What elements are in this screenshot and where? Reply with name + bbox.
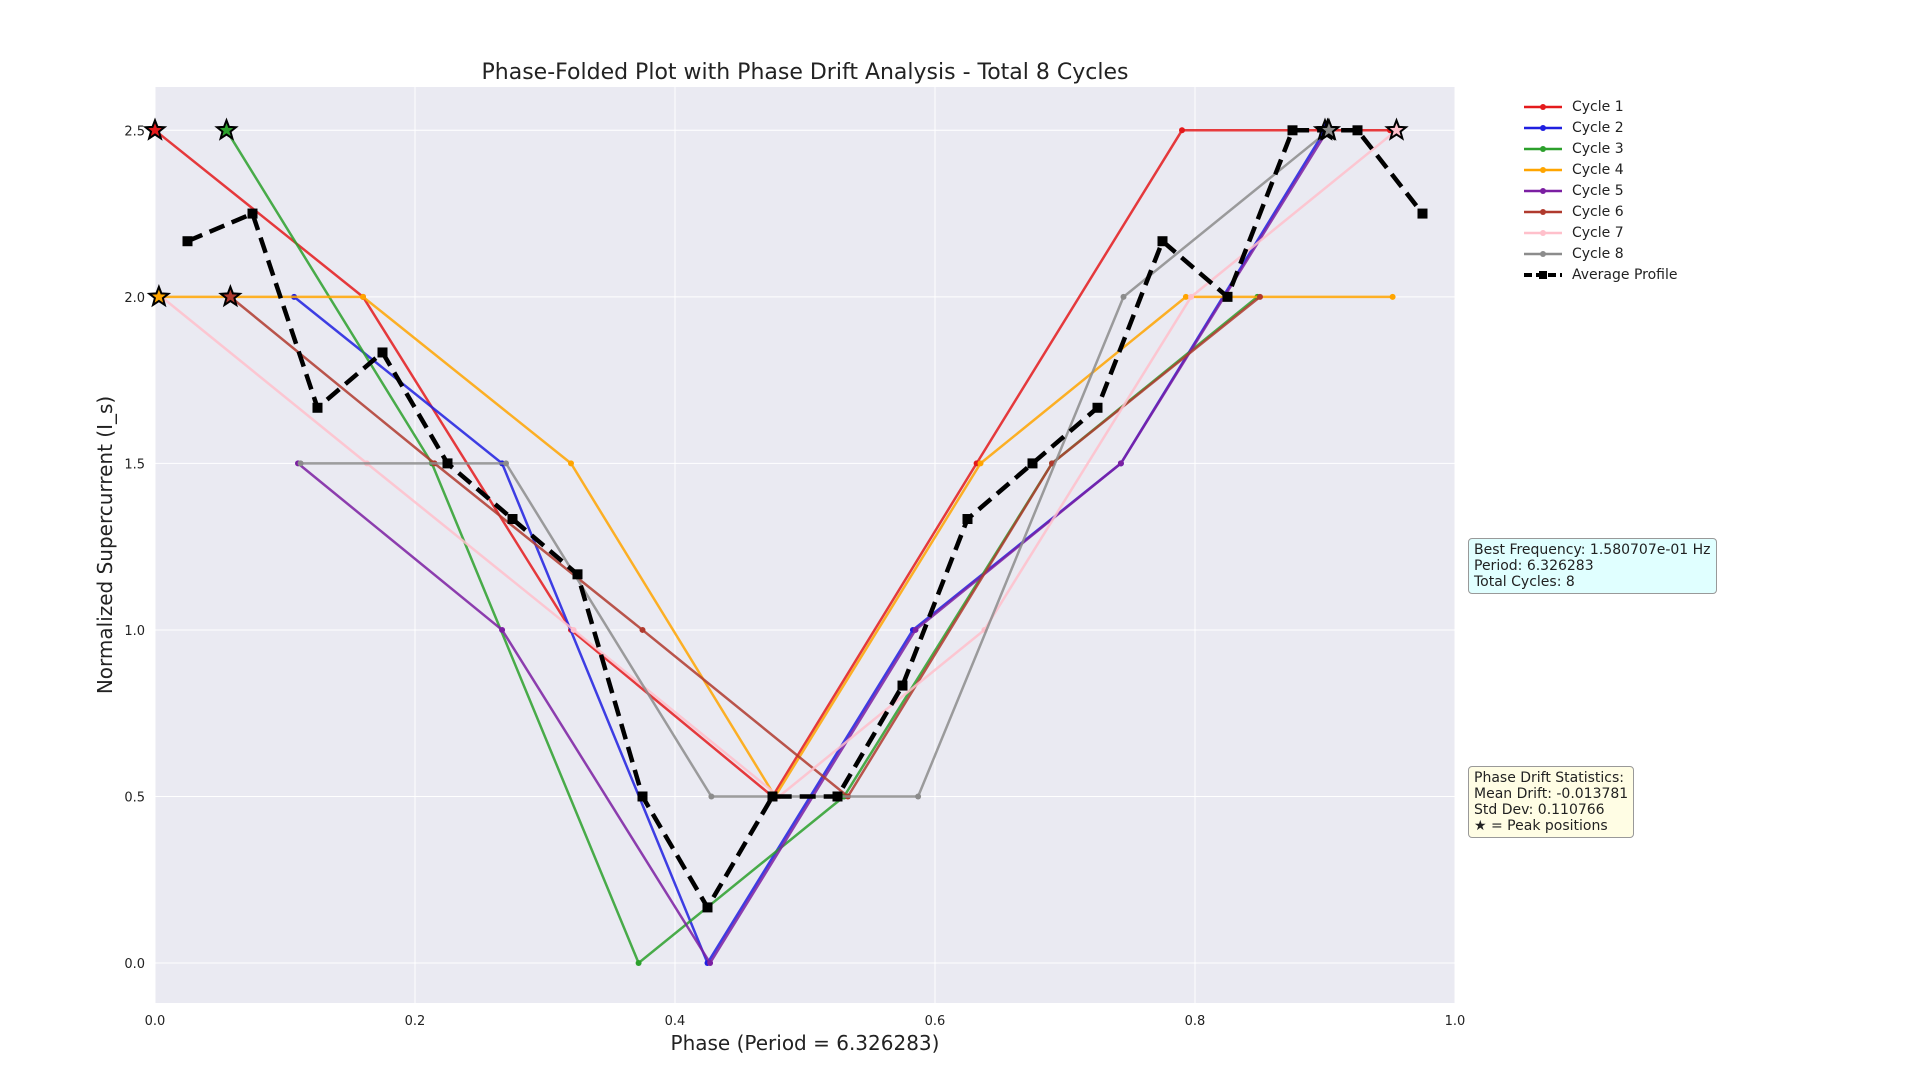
legend-swatch [1524, 166, 1562, 173]
average-point [962, 514, 973, 525]
data-point [635, 960, 642, 967]
legend-label: Cycle 1 [1572, 98, 1624, 115]
data-point [915, 793, 922, 800]
legend-swatch [1524, 229, 1562, 236]
data-point [1182, 293, 1189, 300]
x-tick-label: 0.2 [405, 1014, 426, 1029]
legend-item: Cycle 1 [1522, 96, 1677, 117]
average-point [572, 569, 583, 580]
average-profile-layer [182, 125, 1428, 913]
legend-item: Average Profile [1522, 264, 1677, 285]
average-point [1092, 402, 1103, 413]
peak-markers [142, 117, 1409, 308]
peak-star [142, 117, 168, 141]
data-point [1257, 293, 1263, 300]
legend-swatch [1524, 270, 1562, 279]
y-axis-label: Normalized Supercurrent (I_s) [93, 396, 117, 694]
legend-swatch [1524, 145, 1562, 152]
average-point [182, 236, 193, 247]
data-point [708, 793, 715, 800]
x-tick-label: 0.8 [1185, 1014, 1206, 1029]
legend-label: Cycle 5 [1572, 182, 1624, 199]
average-point [247, 208, 258, 219]
data-point [1117, 460, 1124, 467]
peak-star [214, 117, 239, 141]
peak-star [1316, 117, 1342, 141]
average-point [1157, 236, 1168, 247]
average-point [377, 347, 388, 358]
data-point [297, 460, 304, 467]
data-point [912, 626, 919, 633]
average-point [897, 680, 908, 691]
data-point [1389, 293, 1396, 300]
data-point [568, 460, 574, 467]
legend-label: Cycle 6 [1572, 203, 1624, 220]
legend-item: Cycle 6 [1522, 201, 1677, 222]
legend-swatch [1524, 208, 1562, 215]
peak-star [218, 283, 243, 308]
legend-swatch [1524, 124, 1562, 131]
legend-label: Cycle 8 [1572, 245, 1624, 262]
y-tick-label: 2.5 [124, 124, 145, 139]
data-point [570, 626, 577, 633]
legend-label: Cycle 4 [1572, 161, 1624, 178]
legend-label: Average Profile [1572, 266, 1678, 283]
plot-area [155, 87, 1455, 1003]
average-point [832, 791, 843, 802]
average-point [507, 514, 518, 525]
y-tick-label: 0.5 [124, 790, 145, 805]
legend: Cycle 1 Cycle 2 Cycle 3 Cycle 4 Cycle 5 Cycle… [1522, 96, 1677, 285]
data-point [503, 460, 509, 467]
drift-stats-box: Phase Drift Statistics: Mean Drift: -0.0… [1468, 766, 1635, 838]
legend-item: Cycle 4 [1522, 159, 1677, 180]
average-point [637, 791, 648, 802]
average-point [312, 402, 323, 413]
legend-swatch [1524, 250, 1562, 257]
y-tick-label: 0.0 [124, 957, 145, 972]
average-point [702, 902, 713, 913]
legend-swatch [1524, 103, 1562, 110]
y-tick-label: 1.0 [124, 624, 145, 639]
legend-item: Cycle 8 [1522, 243, 1677, 264]
legend-item: Cycle 5 [1522, 180, 1677, 201]
frequency-info-box: Best Frequency: 1.580707e-01 Hz Period: … [1468, 538, 1717, 594]
average-point [1417, 208, 1428, 219]
legend-item: Cycle 2 [1522, 117, 1677, 138]
axis-ticks: 0.0 0.2 0.4 0.6 0.8 1.0 0.0 0.5 1.0 1.5 2.0 2.5 [124, 124, 1465, 1029]
average-point [1352, 125, 1363, 136]
peak-star [1384, 117, 1409, 141]
average-point [1287, 125, 1298, 136]
legend-item: Cycle 3 [1522, 138, 1677, 159]
x-tick-label: 0.0 [145, 1014, 166, 1029]
x-axis-label: Phase (Period = 6.326283) [671, 1031, 940, 1055]
chart-title: Phase-Folded Plot with Phase Drift Analy… [482, 60, 1129, 85]
x-tick-label: 0.4 [665, 1014, 686, 1029]
series-line-cycle-6 [229, 295, 1261, 799]
average-point [1222, 291, 1233, 302]
data-point [707, 960, 714, 967]
legend-label: Cycle 7 [1572, 224, 1624, 241]
average-point [767, 791, 778, 802]
legend-item: Cycle 7 [1522, 222, 1677, 243]
legend-label: Cycle 2 [1572, 119, 1624, 136]
x-tick-label: 0.6 [925, 1014, 946, 1029]
x-tick-label: 1.0 [1445, 1014, 1466, 1029]
average-point [442, 458, 453, 469]
data-point [1120, 293, 1127, 300]
data-point [639, 626, 646, 633]
average-point [1027, 458, 1038, 469]
data-point [1188, 293, 1195, 300]
legend-swatch [1524, 187, 1562, 194]
peak-star [146, 283, 172, 308]
y-tick-label: 2.0 [124, 291, 145, 306]
data-point [977, 460, 984, 467]
average-profile-line [186, 128, 1425, 912]
legend-label: Cycle 3 [1572, 140, 1624, 157]
data-point [499, 626, 506, 633]
data-point [360, 293, 366, 300]
data-point [1179, 127, 1185, 134]
y-tick-label: 1.5 [124, 457, 145, 472]
